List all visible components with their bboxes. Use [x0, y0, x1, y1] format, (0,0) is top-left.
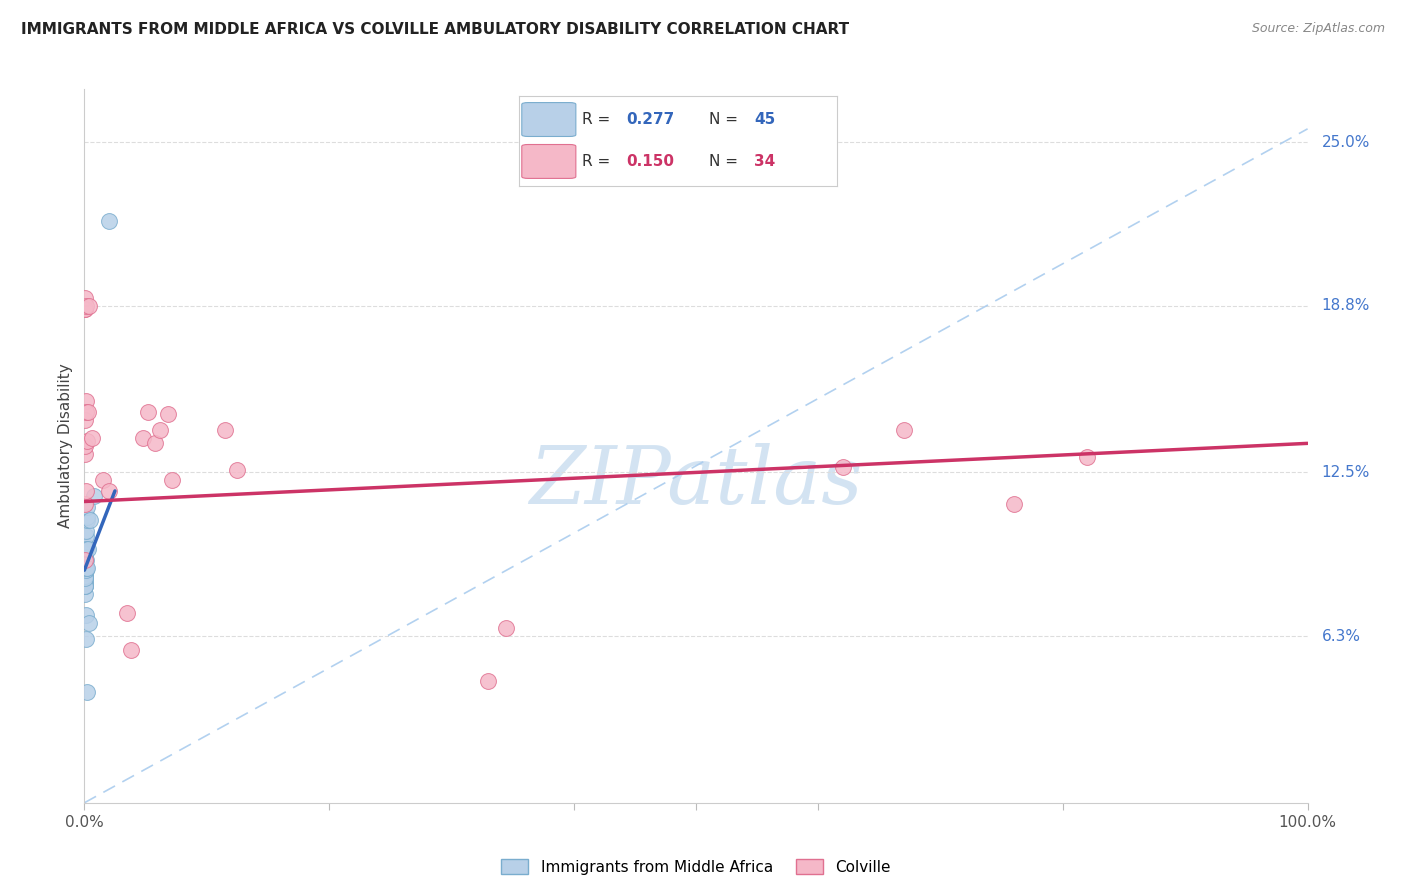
Point — [75, 632, 97, 646]
Point — [73, 447, 96, 461]
Text: Source: ZipAtlas.com: Source: ZipAtlas.com — [1251, 22, 1385, 36]
Point — [477, 674, 499, 689]
Point — [73, 549, 96, 564]
Point — [75, 483, 97, 498]
Point — [73, 574, 96, 588]
Text: IMMIGRANTS FROM MIDDLE AFRICA VS COLVILLE AMBULATORY DISABILITY CORRELATION CHAR: IMMIGRANTS FROM MIDDLE AFRICA VS COLVILL… — [21, 22, 849, 37]
Point — [77, 299, 100, 313]
Text: ZIPatlas: ZIPatlas — [529, 443, 863, 520]
Point — [75, 560, 97, 574]
Point — [893, 423, 915, 437]
Point — [79, 513, 101, 527]
Point — [75, 579, 97, 593]
Point — [77, 542, 100, 557]
Point — [73, 542, 96, 557]
Point — [73, 552, 96, 566]
Point — [75, 439, 97, 453]
Point — [73, 587, 96, 601]
Point — [73, 301, 96, 316]
Point — [73, 558, 96, 572]
Point — [73, 566, 96, 580]
Point — [156, 407, 179, 421]
Point — [76, 513, 98, 527]
Point — [1002, 497, 1025, 511]
Point — [75, 563, 97, 577]
Point — [73, 576, 96, 591]
Point — [75, 549, 97, 564]
Point — [97, 483, 120, 498]
Point — [75, 568, 97, 582]
Point — [75, 552, 97, 566]
Point — [149, 423, 172, 437]
Point — [75, 560, 97, 574]
Point — [75, 545, 97, 559]
Point — [77, 616, 100, 631]
Point — [75, 555, 97, 569]
Text: 25.0%: 25.0% — [1322, 135, 1369, 150]
Point — [73, 571, 96, 585]
Point — [226, 463, 249, 477]
Point — [73, 547, 96, 561]
Point — [73, 579, 96, 593]
Point — [831, 460, 853, 475]
Point — [73, 555, 96, 569]
Text: 6.3%: 6.3% — [1322, 629, 1361, 644]
Point — [75, 571, 97, 585]
Point — [73, 563, 96, 577]
Text: 12.5%: 12.5% — [1322, 465, 1369, 480]
Point — [214, 423, 236, 437]
Point — [75, 568, 97, 582]
Point — [75, 579, 97, 593]
Point — [91, 474, 114, 488]
Point — [162, 474, 184, 488]
Point — [76, 434, 98, 448]
Point — [75, 542, 97, 557]
Point — [75, 412, 97, 426]
Text: 18.8%: 18.8% — [1322, 299, 1369, 313]
Point — [136, 404, 159, 418]
Point — [73, 291, 96, 305]
Point — [120, 642, 142, 657]
Legend: Immigrants from Middle Africa, Colville: Immigrants from Middle Africa, Colville — [495, 853, 897, 880]
Point — [115, 606, 138, 620]
Point — [76, 685, 98, 699]
Point — [75, 540, 97, 554]
Point — [75, 404, 97, 418]
Point — [143, 436, 166, 450]
Point — [76, 510, 98, 524]
Point — [73, 552, 96, 566]
Point — [1076, 450, 1098, 464]
Point — [132, 431, 155, 445]
Point — [73, 563, 96, 577]
Point — [495, 621, 517, 635]
Point — [75, 529, 97, 543]
Point — [73, 497, 96, 511]
Point — [73, 568, 96, 582]
Point — [97, 214, 120, 228]
Point — [75, 545, 97, 559]
Y-axis label: Ambulatory Disability: Ambulatory Disability — [58, 364, 73, 528]
Point — [73, 301, 96, 316]
Point — [75, 555, 97, 569]
Point — [75, 394, 97, 409]
Point — [75, 299, 97, 313]
Point — [83, 489, 105, 503]
Point — [75, 608, 97, 623]
Point — [75, 524, 97, 538]
Point — [77, 404, 100, 418]
Point — [76, 500, 98, 514]
Point — [80, 431, 103, 445]
Point — [76, 560, 98, 574]
